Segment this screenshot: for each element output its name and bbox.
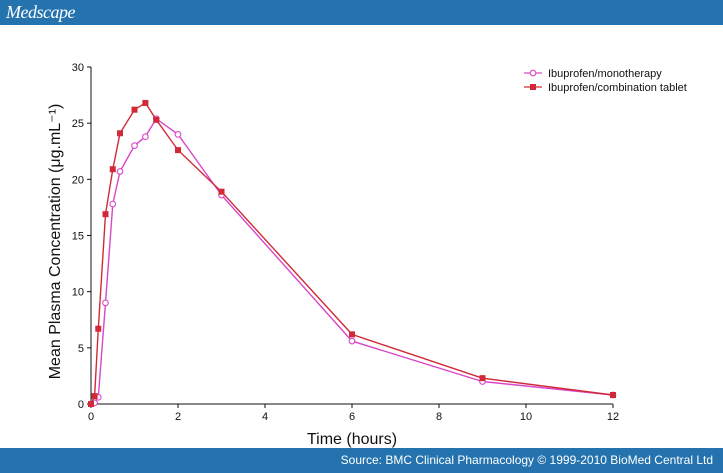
y-tick-label: 10 xyxy=(72,287,84,299)
y-tick-label: 0 xyxy=(78,399,84,411)
y-tick-label: 20 xyxy=(72,174,84,186)
data-point-combination xyxy=(610,392,616,399)
data-point-monotherapy xyxy=(109,200,117,208)
source-credit: Source: BMC Clinical Pharmacology © 1999… xyxy=(340,453,713,467)
data-point-combination xyxy=(349,331,355,338)
data-point-combination xyxy=(479,375,486,382)
x-tick-label: 8 xyxy=(436,411,442,423)
legend-combination-marker xyxy=(530,84,536,90)
data-point-combination xyxy=(175,147,181,154)
data-point-monotherapy xyxy=(348,337,356,345)
series-layer xyxy=(87,99,617,408)
x-axis-ticks: 0 2 4 6 8 10 12 xyxy=(88,404,619,423)
data-point-combination xyxy=(117,130,124,137)
data-point-monotherapy xyxy=(174,131,182,138)
y-axis-title: Mean Plasma Concentration (μg.mL⁻¹) xyxy=(47,104,64,380)
data-point-monotherapy xyxy=(102,299,109,307)
x-tick-label: 6 xyxy=(349,411,355,423)
x-tick-label: 2 xyxy=(175,411,181,423)
data-point-combination xyxy=(218,188,225,195)
data-point-combination xyxy=(131,106,138,113)
data-point-combination xyxy=(88,401,94,407)
series-combination xyxy=(88,99,616,407)
chart-legend: Ibuprofen/monotherapy Ibuprofen/combinat… xyxy=(524,68,687,94)
data-point-monotherapy xyxy=(142,133,149,140)
y-tick-label: 30 xyxy=(72,62,84,74)
x-tick-label: 10 xyxy=(520,411,532,423)
footer-bar: Source: BMC Clinical Pharmacology © 1999… xyxy=(0,448,723,473)
x-axis-title: Time (hours) xyxy=(307,431,397,448)
medscape-logo: Medscape xyxy=(6,2,75,22)
data-point-combination xyxy=(142,99,149,106)
x-tick-label: 12 xyxy=(607,411,619,423)
data-point-combination xyxy=(109,166,116,173)
y-tick-label: 5 xyxy=(78,343,84,355)
data-point-combination xyxy=(153,116,160,123)
data-point-combination xyxy=(95,325,102,332)
series-combination-line xyxy=(90,101,614,405)
series-monotherapy xyxy=(87,115,617,408)
x-tick-label: 0 xyxy=(88,411,94,423)
header-bar: Medscape xyxy=(0,0,723,25)
legend-monotherapy-marker xyxy=(529,69,537,77)
plasma-concentration-chart: 0 2 4 6 8 10 12 0 5 10 15 20 25 30 Time (hours) Mean… xyxy=(47,62,687,448)
data-point-monotherapy xyxy=(116,168,124,175)
y-axis-ticks: 0 5 10 15 20 25 30 xyxy=(72,62,91,411)
data-point-combination xyxy=(91,393,98,400)
y-tick-label: 25 xyxy=(72,118,84,130)
x-tick-label: 4 xyxy=(262,411,268,423)
data-point-combination xyxy=(102,211,109,218)
legend-combination-label: Ibuprofen/combination tablet xyxy=(548,82,687,94)
series-monotherapy-line xyxy=(90,117,614,405)
y-tick-label: 15 xyxy=(72,231,84,243)
chart-axes xyxy=(90,67,613,405)
legend-monotherapy-label: Ibuprofen/monotherapy xyxy=(548,68,662,80)
data-point-monotherapy xyxy=(131,142,138,149)
